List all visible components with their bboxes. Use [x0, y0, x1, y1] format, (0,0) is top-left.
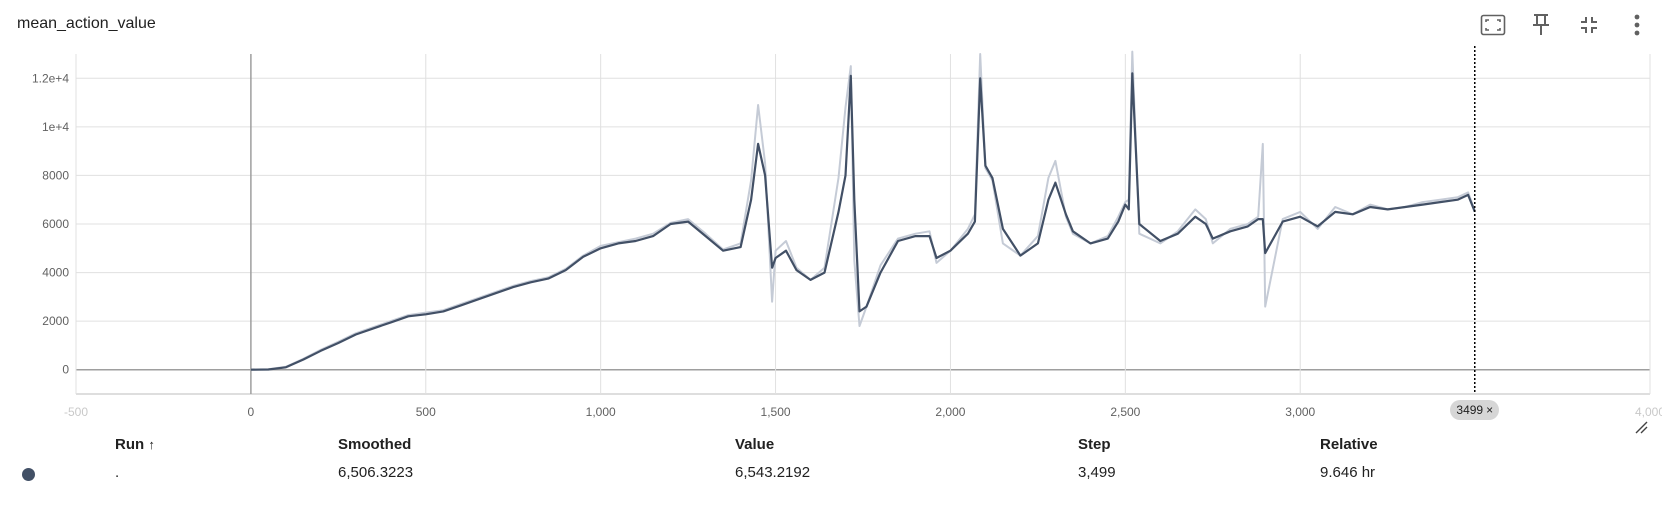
x-tick-label: 2,000: [935, 405, 965, 419]
relative-cell: 9.646 hr: [1320, 464, 1376, 481]
more-vert-icon: [1634, 14, 1640, 36]
x-tick-label: 500: [416, 405, 436, 419]
pin-icon: [1533, 14, 1549, 35]
x-tick-label: 1,000: [586, 405, 616, 419]
chart-grid: [75, 54, 1651, 395]
y-tick-label: 1.2e+4: [32, 71, 69, 85]
chart-ticks: 0 2000 4000 6000 8000 1e+4 1.2e+4 -500 0 500 1,000…: [32, 71, 1662, 419]
series-line-raw: [250, 50, 1476, 371]
y-tick-label: 8000: [42, 168, 69, 182]
x-tick-label: 0: [248, 405, 255, 419]
y-tick-label: 2000: [42, 314, 69, 328]
sort-arrow-icon: ↑: [148, 437, 155, 452]
card-toolbar: [1476, 8, 1654, 42]
x-tick-label: 4,000: [1635, 405, 1662, 419]
x-tick-label: -500: [64, 405, 88, 419]
y-tick-label: 0: [62, 363, 69, 377]
more-button[interactable]: [1620, 8, 1654, 42]
x-tick-label: 1,500: [761, 405, 791, 419]
resize-handle-icon[interactable]: [1634, 420, 1648, 434]
step-chip-label: 3499: [1456, 403, 1484, 417]
smoothed-cell: 6,506.3223: [338, 464, 414, 481]
run-color-dot: [22, 468, 35, 481]
smoothed-column-header[interactable]: Smoothed: [338, 436, 412, 453]
card-title: mean_action_value: [17, 15, 156, 32]
step-chip-close-icon[interactable]: ×: [1486, 403, 1494, 417]
series-line-smoothed: [250, 72, 1476, 371]
collapse-icon: [1581, 17, 1597, 33]
value-cell: 6,543.2192: [735, 464, 811, 481]
chart-series: [250, 50, 1476, 371]
value-column-header[interactable]: Value: [735, 436, 775, 453]
fit-domain-button[interactable]: [1476, 8, 1510, 42]
collapse-button[interactable]: [1572, 8, 1606, 42]
run-column-header[interactable]: Run ↑: [115, 436, 155, 453]
y-tick-label: 4000: [42, 266, 69, 280]
line-chart[interactable]: 0 2000 4000 6000 8000 1e+4 1.2e+4 -500 0 500 1,000…: [0, 46, 1662, 426]
step-chip[interactable]: 3499 ×: [1450, 400, 1500, 420]
relative-column-header[interactable]: Relative: [1320, 436, 1378, 453]
run-header-label: Run: [115, 436, 145, 453]
y-tick-label: 6000: [42, 217, 69, 231]
x-tick-label: 3,000: [1285, 405, 1315, 419]
pin-button[interactable]: [1524, 8, 1558, 42]
fit-domain-icon: [1480, 14, 1506, 36]
y-tick-label: 1e+4: [42, 120, 69, 134]
run-cell: .: [115, 464, 120, 481]
x-tick-label: 2,500: [1110, 405, 1140, 419]
step-column-header[interactable]: Step: [1078, 436, 1111, 453]
step-cell: 3,499: [1078, 464, 1116, 481]
